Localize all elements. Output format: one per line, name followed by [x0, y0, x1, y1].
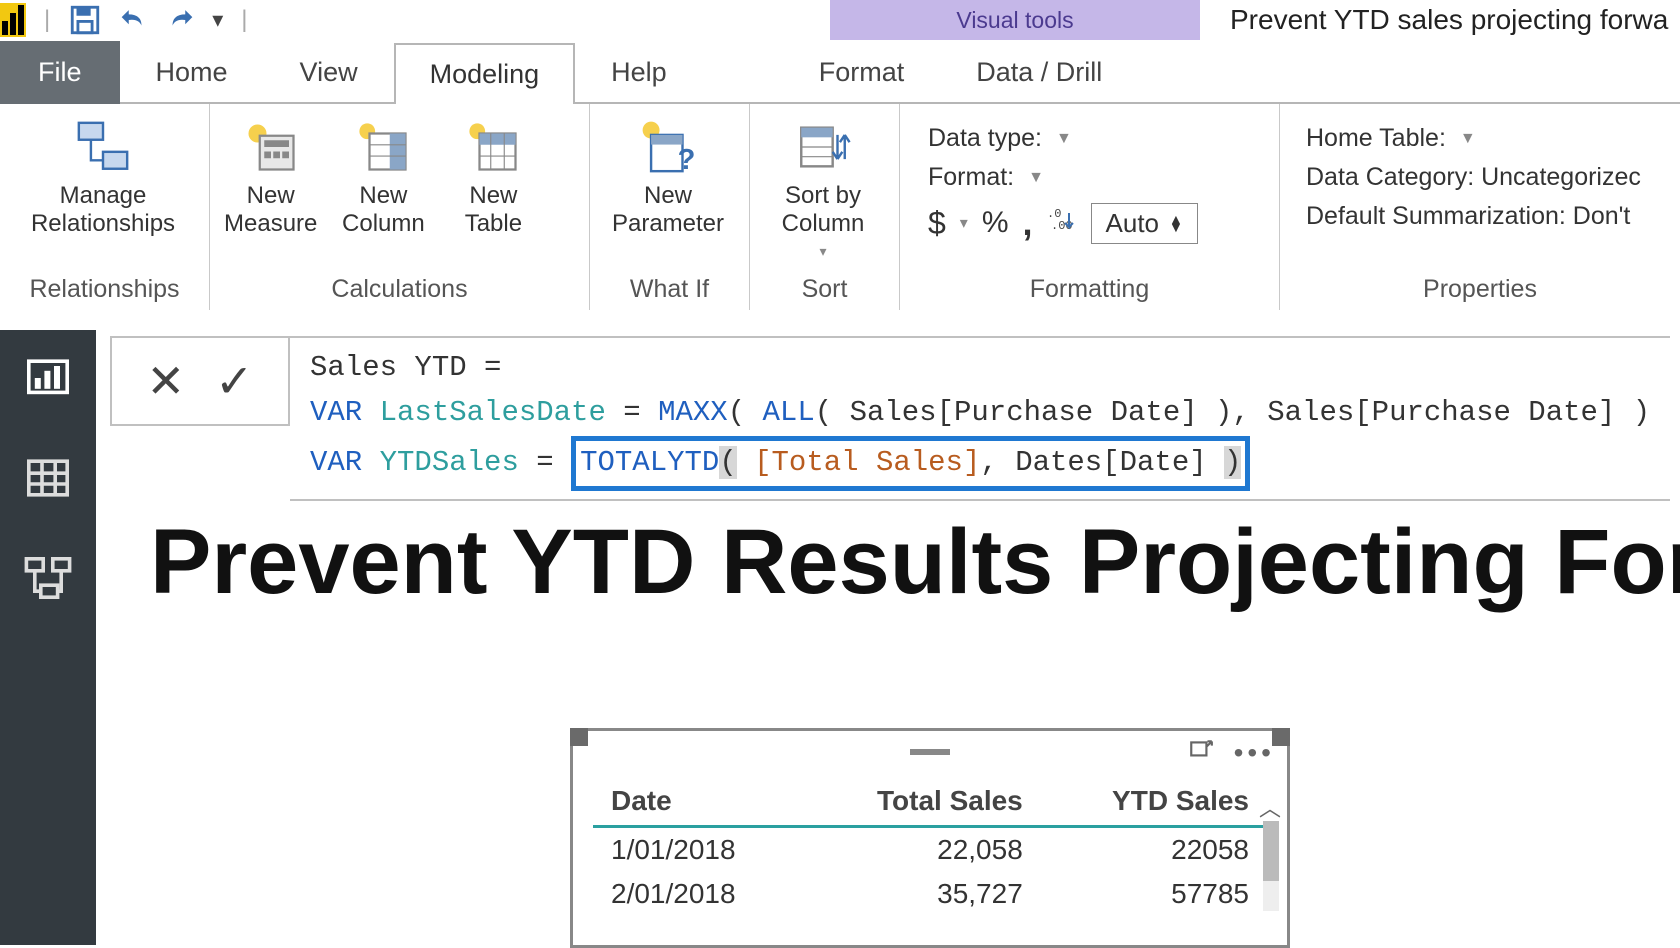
label: New Measure: [224, 182, 317, 237]
parameter-icon: ?: [639, 118, 697, 176]
new-column-icon: [354, 118, 412, 176]
thousands-button[interactable]: ,: [1023, 202, 1033, 244]
document-title: Prevent YTD sales projecting forwa: [1230, 4, 1668, 36]
scroll-thumb[interactable]: [1263, 821, 1279, 881]
new-column-button[interactable]: New Column: [333, 114, 433, 241]
group-label-whatif: What If: [598, 271, 741, 304]
tab-file[interactable]: File: [0, 41, 120, 104]
sort-by-column-button[interactable]: Sort by Column ▾: [758, 114, 888, 263]
tab-datadrill[interactable]: Data / Drill: [940, 41, 1138, 104]
manage-relationships-button[interactable]: Manage Relationships: [8, 114, 198, 241]
label: Format:: [928, 163, 1014, 192]
context-tab-visual-tools[interactable]: Visual tools: [830, 0, 1200, 40]
svg-text:?: ?: [678, 144, 696, 176]
move-grip-icon[interactable]: [910, 749, 950, 755]
tab-help[interactable]: Help: [575, 41, 703, 104]
label: Data type:: [928, 124, 1042, 153]
save-button[interactable]: [68, 3, 102, 37]
ribbon-tabs: File Home View Modeling Help Format Data…: [0, 40, 1680, 102]
new-measure-icon: [242, 118, 300, 176]
group-label-formatting: Formatting: [908, 271, 1271, 304]
currency-button-icon[interactable]: $: [928, 205, 946, 242]
ribbon: Manage Relationships Relationships New M…: [0, 102, 1680, 310]
label: New Table: [465, 182, 522, 237]
chevron-down-icon: ▼: [1028, 169, 1044, 187]
tab-modeling[interactable]: Modeling: [394, 43, 576, 104]
label: Sort by Column: [782, 182, 865, 237]
group-label-calculations: Calculations: [218, 271, 581, 304]
formula-bar: ✕ ✓ Sales YTD = VAR LastSalesDate = MAXX…: [110, 336, 1670, 501]
commit-formula-button[interactable]: ✓: [215, 354, 254, 408]
data-table: Date Total Sales YTD Sales 1/01/201822,0…: [593, 777, 1267, 916]
format-dropdown[interactable]: Format: ▼: [928, 163, 1251, 192]
col-header[interactable]: Total Sales: [803, 777, 1041, 827]
col-header[interactable]: YTD Sales: [1041, 777, 1267, 827]
more-options-icon[interactable]: •••: [1234, 737, 1275, 770]
group-label-sort: Sort: [758, 271, 891, 304]
data-view-button[interactable]: [22, 452, 74, 504]
group-label-properties: Properties: [1288, 271, 1672, 304]
visual-header[interactable]: •••: [573, 731, 1287, 773]
app-icon: [0, 3, 26, 37]
separator: |: [40, 6, 54, 34]
default-summarization-dropdown[interactable]: Default Summarization: Don't: [1306, 202, 1654, 231]
chevron-down-icon: ▼: [1460, 130, 1476, 148]
table-row[interactable]: 1/01/201822,05822058: [593, 827, 1267, 873]
decimals-icon[interactable]: .0.00: [1047, 205, 1077, 242]
undo-button[interactable]: [116, 3, 150, 37]
model-view-button[interactable]: [22, 552, 74, 604]
report-view-button[interactable]: [22, 352, 74, 404]
focus-mode-icon[interactable]: [1188, 737, 1214, 770]
new-parameter-button[interactable]: ? New Parameter: [598, 114, 738, 241]
chevron-down-icon[interactable]: ▾: [960, 213, 968, 233]
table-row[interactable]: 2/01/201835,72757785: [593, 872, 1267, 916]
sort-icon: [794, 118, 852, 176]
new-table-icon: [464, 118, 522, 176]
label: Manage Relationships: [31, 182, 175, 237]
group-label-relationships: Relationships: [8, 271, 201, 304]
home-table-dropdown[interactable]: Home Table: ▼: [1306, 124, 1654, 153]
redo-button[interactable]: [164, 3, 198, 37]
view-switcher: [0, 330, 96, 945]
scroll-up-icon[interactable]: ︿: [1259, 791, 1283, 823]
qat-dropdown[interactable]: ▾: [212, 7, 223, 33]
scrollbar[interactable]: ︿: [1259, 791, 1283, 941]
new-table-button[interactable]: New Table: [443, 114, 543, 241]
decimal-places-input[interactable]: Auto ▲▼: [1091, 203, 1198, 244]
table-visual[interactable]: ••• Date Total Sales YTD Sales 1/01/2018…: [570, 728, 1290, 948]
separator: |: [237, 6, 251, 34]
tab-format[interactable]: Format: [783, 41, 941, 104]
label: Home Table:: [1306, 124, 1446, 153]
new-measure-button[interactable]: New Measure: [218, 114, 323, 241]
percent-button[interactable]: %: [982, 206, 1009, 240]
formula-editor[interactable]: Sales YTD = VAR LastSalesDate = MAXX( AL…: [290, 336, 1670, 501]
col-header[interactable]: Date: [593, 777, 803, 827]
relationships-icon: [74, 118, 132, 176]
chevron-down-icon: ▼: [1056, 130, 1072, 148]
cancel-formula-button[interactable]: ✕: [146, 354, 185, 408]
data-category-dropdown[interactable]: Data Category: Uncategorizec: [1306, 163, 1654, 192]
page-title: Prevent YTD Results Projecting Forw: [150, 510, 1680, 615]
label: New Column: [342, 182, 425, 237]
spin-down[interactable]: ▼: [1169, 223, 1183, 231]
tab-view[interactable]: View: [264, 41, 394, 104]
tab-home[interactable]: Home: [120, 41, 264, 104]
label: New Parameter: [612, 182, 724, 237]
data-type-dropdown[interactable]: Data type: ▼: [928, 124, 1251, 153]
